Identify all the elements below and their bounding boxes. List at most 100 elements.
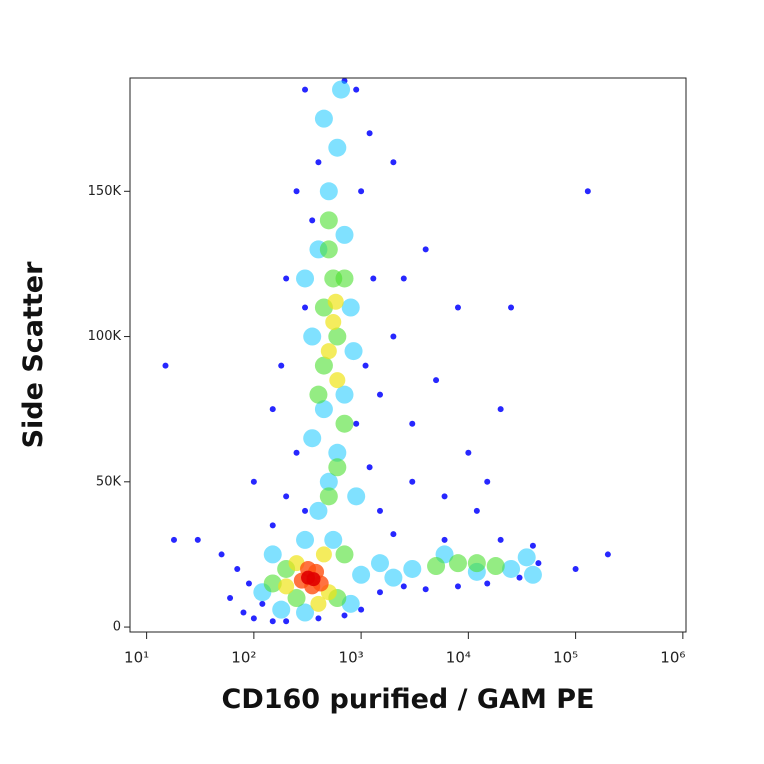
point <box>335 545 354 564</box>
point <box>329 372 346 389</box>
y-axis-title: Side Scatter <box>18 261 49 449</box>
point <box>218 551 225 558</box>
point <box>283 493 290 500</box>
point <box>572 565 579 572</box>
point <box>344 342 363 361</box>
x-tick-label: 10² <box>231 649 256 667</box>
point <box>324 530 343 549</box>
point <box>465 449 472 456</box>
point <box>263 574 282 593</box>
point <box>341 298 360 317</box>
point <box>454 583 461 590</box>
point <box>320 343 337 360</box>
point <box>409 420 416 427</box>
point <box>309 217 316 224</box>
point <box>517 548 536 567</box>
point <box>296 603 315 622</box>
point <box>335 385 354 404</box>
point <box>328 138 347 157</box>
point <box>293 188 300 195</box>
point <box>332 80 351 99</box>
point <box>314 356 333 375</box>
point <box>287 589 306 608</box>
point <box>390 531 397 538</box>
point <box>310 595 327 612</box>
point <box>319 472 338 491</box>
point <box>170 536 177 543</box>
point <box>259 600 266 607</box>
point <box>353 86 360 93</box>
point <box>328 327 347 346</box>
point <box>535 560 542 567</box>
point <box>370 275 377 282</box>
point <box>484 478 491 485</box>
point <box>303 327 322 346</box>
y-tick-label: 150K <box>88 184 122 199</box>
point <box>269 406 276 413</box>
point <box>269 618 276 625</box>
point <box>529 542 536 549</box>
point <box>604 551 611 558</box>
point <box>335 414 354 433</box>
point <box>502 559 521 578</box>
point <box>352 565 371 584</box>
point <box>306 572 321 587</box>
point <box>319 182 338 201</box>
point <box>319 487 338 506</box>
point <box>376 507 383 514</box>
point <box>523 565 542 584</box>
point <box>302 304 309 311</box>
point <box>448 554 467 573</box>
point <box>441 493 448 500</box>
point <box>366 130 373 137</box>
point <box>335 225 354 244</box>
point <box>315 546 332 563</box>
point <box>508 304 515 311</box>
point <box>433 377 440 384</box>
point <box>302 507 309 514</box>
point <box>283 618 290 625</box>
x-tick-label: 10⁵ <box>553 649 578 667</box>
point <box>315 615 322 622</box>
point <box>314 400 333 419</box>
point <box>353 420 360 427</box>
point <box>390 159 397 166</box>
y-tick-label: 50K <box>96 474 122 489</box>
point <box>341 612 348 619</box>
point <box>584 188 591 195</box>
point <box>370 554 389 573</box>
point <box>422 586 429 593</box>
point <box>376 391 383 398</box>
point <box>486 557 505 576</box>
y-tick-label: 100K <box>88 329 122 344</box>
point <box>400 583 407 590</box>
y-tick-label: 0 <box>113 620 121 635</box>
point <box>454 304 461 311</box>
point <box>278 362 285 369</box>
x-axis-title: CD160 purified / GAM PE <box>222 684 595 715</box>
point <box>240 609 247 616</box>
point <box>162 362 169 369</box>
point <box>319 211 338 230</box>
point <box>227 595 234 602</box>
point <box>497 536 504 543</box>
x-tick-label: 10⁶ <box>660 649 685 667</box>
point <box>358 606 365 613</box>
point <box>467 554 486 573</box>
point <box>309 385 328 404</box>
point <box>245 580 252 587</box>
x-tick-label: 10⁴ <box>446 649 471 667</box>
point <box>319 240 338 259</box>
point <box>366 464 373 471</box>
point <box>250 615 257 622</box>
x-tick-label: 10¹ <box>124 649 149 667</box>
point <box>296 530 315 549</box>
point <box>497 406 504 413</box>
point <box>400 275 407 282</box>
point <box>409 478 416 485</box>
point <box>427 557 446 576</box>
point <box>516 574 523 581</box>
point <box>347 487 366 506</box>
point <box>328 458 347 477</box>
point <box>194 536 201 543</box>
